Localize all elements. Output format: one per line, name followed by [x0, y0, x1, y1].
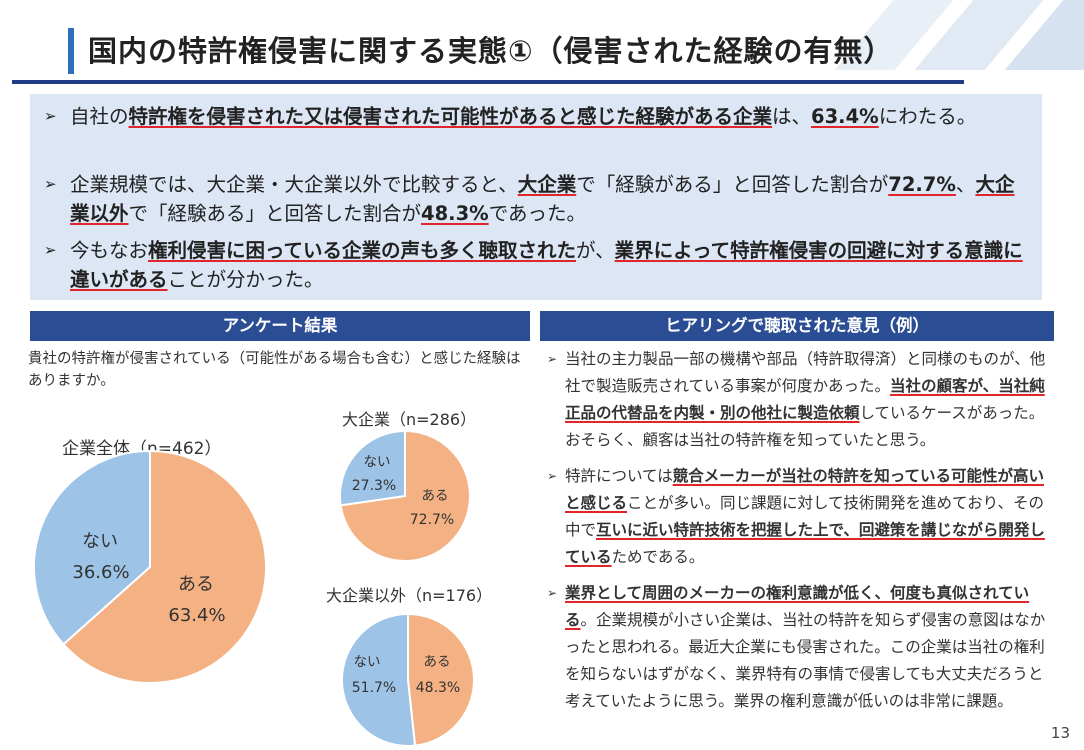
body-text: 今もなお: [70, 239, 149, 262]
emphasis-text: 72.7%: [888, 173, 956, 196]
summary-bullet-1: ➢ 自社の特許権を侵害された又は侵害された可能性があると感じた経験がある企業は、…: [44, 102, 1030, 131]
opinion-text-2: 特許については競合メーカーが当社の特許を知っている可能性が高いと感じることが多い…: [565, 467, 1045, 566]
hearing-opinions: ➢ 当社の主力製品一部の機構や部品（特許取得済）と同様のものが、他社で製造販売さ…: [545, 346, 1057, 724]
opinion-item-2: ➢ 特許については競合メーカーが当社の特許を知っている可能性が高いと感じることが…: [545, 463, 1057, 571]
body-text: が、: [576, 239, 615, 262]
body-text: 、: [955, 173, 976, 196]
summary-box: ➢ 自社の特許権を侵害された又は侵害された可能性があると感じた経験がある企業は、…: [30, 94, 1042, 300]
pie-all-yes-value: 63.4%: [168, 605, 226, 626]
emphasis-text: 特許権を侵害された又は侵害された可能性があると感じた経験がある企業: [128, 105, 773, 128]
opinion-item-1: ➢ 当社の主力製品一部の機構や部品（特許取得済）と同様のものが、他社で製造販売さ…: [545, 346, 1057, 454]
emphasis-text: 大企業以外: [70, 173, 1015, 225]
opinion-text-3: 業界として周囲のメーカーの権利意識が低く、何度も真似されている。企業規模が小さい…: [565, 584, 1045, 710]
bullet-arrow-icon: ➢: [44, 241, 57, 259]
hearing-header: ヒアリングで聴取された意見（例）: [540, 311, 1054, 341]
summary-text-2: 企業規模では、大企業・大企業以外で比較すると、大企業で「経験がある」と回答した割…: [44, 170, 1030, 228]
body-text: 特許については: [565, 467, 673, 485]
pie-small-yes-value: 48.3%: [415, 680, 461, 696]
body-text: であった。: [488, 202, 586, 225]
page-number: 13: [1050, 724, 1070, 742]
pie-large-no-label: ない: [363, 454, 391, 470]
pie-title-large: 大企業（n=286）: [342, 410, 477, 429]
emphasis-text: 互いに近い特許技術を把握した上で、回避策を講じながら開発している: [565, 521, 1045, 566]
pie-title-all: 企業全体（n=462）: [62, 439, 222, 459]
emphasis-text: 当社の顧客が、当社純正品の代替品を内製・別の他社に製造依頼: [565, 377, 1045, 422]
survey-header: アンケート結果: [30, 311, 530, 341]
emphasis-text: 競合メーカーが当社の特許を知っている可能性が高いと感じる: [565, 467, 1044, 512]
summary-bullet-2: ➢ 企業規模では、大企業・大企業以外で比較すると、大企業で「経験がある」と回答し…: [44, 170, 1030, 228]
opinion-item-3: ➢ 業界として周囲のメーカーの権利意識が低く、何度も真似されている。企業規模が小…: [545, 580, 1057, 715]
body-text: にわたる。: [878, 105, 977, 128]
bullet-arrow-icon: ➢: [44, 107, 57, 125]
body-text: 企業規模では、大企業・大企業以外で比較すると、: [70, 173, 518, 196]
pie-large-yes-value: 72.7%: [409, 512, 455, 528]
pie-all-yes-label: ある: [178, 574, 214, 595]
pie-small-yes-label: ある: [423, 654, 451, 670]
body-text: 。企業規模が小さい企業は、当社の特許を知らず侵害の意図はなかったと思われる。最近…: [565, 611, 1046, 710]
pie-all-no-label: ない: [82, 531, 118, 552]
pie-large-yes-label: ある: [421, 488, 449, 504]
emphasis-text: 大企業: [517, 173, 577, 196]
survey-question: 貴社の特許権が侵害されている（可能性がある場合も含む）と感じた経験はありますか。: [28, 351, 521, 389]
title-divider: [12, 80, 964, 84]
body-text: 当社の主力製品一部の機構や部品（特許取得済）と同様のものが、他社で製造販売されて…: [565, 350, 1046, 395]
bullet-arrow-icon: ➢: [547, 586, 558, 600]
title-accent-bar: [68, 28, 74, 74]
summary-text-3: 今もなお権利侵害に困っている企業の声も多く聴取されたが、業界によって特許権侵害の…: [44, 236, 1030, 294]
emphasis-text: 48.3%: [421, 202, 489, 225]
body-text: で「経験がある」と回答した割合が: [576, 173, 889, 196]
emphasis-text: 63.4%: [811, 105, 879, 128]
opinion-text-1: 当社の主力製品一部の機構や部品（特許取得済）と同様のものが、他社で製造販売されて…: [565, 350, 1045, 449]
pie-title-small: 大企業以外（n=176）: [326, 586, 493, 605]
emphasis-text: 業界によって特許権侵害の回避に対する意識に違いがある: [70, 239, 1023, 291]
bullet-arrow-icon: ➢: [44, 175, 57, 193]
emphasis-text: 業界として周囲のメーカーの権利意識が低く、何度も真似されている: [565, 584, 1030, 629]
body-text: ためである。: [611, 548, 705, 566]
body-text: で「経験ある」と回答した割合が: [128, 202, 422, 225]
pie-small-no-label: ない: [353, 654, 381, 670]
pie-small-no-value: 51.7%: [351, 680, 397, 696]
body-text: ことが分かった。: [167, 268, 324, 291]
body-text: しているケースがあった。おそらく、顧客は当社の特許権を知っていたと思う。: [565, 404, 1045, 449]
body-text: ことが多い。同じ課題に対して技術開発を進めており、その中で: [565, 494, 1044, 539]
summary-text-1: 自社の特許権を侵害された又は侵害された可能性があると感じた経験がある企業は、63…: [44, 102, 1030, 131]
bullet-arrow-icon: ➢: [547, 352, 558, 366]
emphasis-text: 権利侵害に困っている企業の声も多く聴取された: [148, 239, 577, 262]
body-text: 自社の: [70, 105, 129, 128]
body-text: は、: [772, 105, 812, 128]
pie-all-no-value: 36.6%: [72, 562, 130, 583]
summary-bullet-3: ➢ 今もなお権利侵害に困っている企業の声も多く聴取されたが、業界によって特許権侵…: [44, 236, 1030, 294]
bullet-arrow-icon: ➢: [547, 469, 558, 483]
page-title: 国内の特許権侵害に関する実態①（侵害された経験の有無）: [88, 34, 894, 68]
pie-large-no-value: 27.3%: [351, 478, 397, 494]
